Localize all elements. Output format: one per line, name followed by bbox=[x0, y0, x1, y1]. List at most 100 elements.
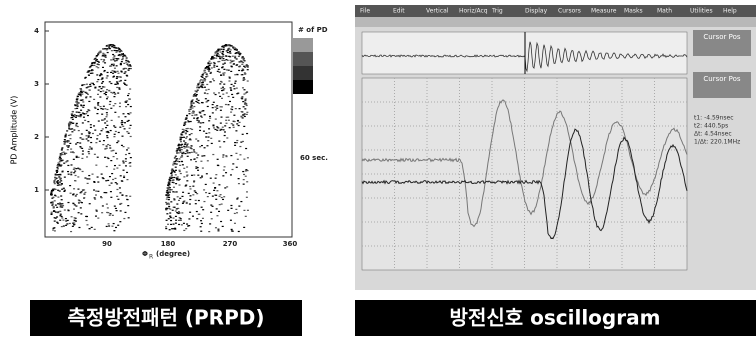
pd-dot bbox=[91, 65, 93, 66]
pd-dot bbox=[121, 180, 123, 181]
pd-dot bbox=[207, 196, 209, 197]
pd-dot bbox=[183, 230, 185, 231]
pd-dot bbox=[86, 111, 88, 112]
pd-dot bbox=[195, 161, 197, 162]
pd-dot bbox=[61, 189, 63, 190]
pd-dot bbox=[198, 122, 200, 123]
pd-dot bbox=[173, 198, 175, 199]
pd-dot bbox=[50, 214, 52, 215]
pd-dot bbox=[224, 131, 226, 132]
pd-dot bbox=[75, 195, 77, 196]
pd-dot bbox=[176, 203, 178, 204]
pd-dot bbox=[187, 156, 189, 157]
pd-dot bbox=[104, 192, 106, 193]
pd-dot bbox=[233, 63, 235, 64]
pd-dot bbox=[108, 225, 110, 226]
pd-dot bbox=[204, 87, 206, 88]
pd-dot bbox=[81, 202, 83, 203]
pd-dot bbox=[116, 48, 118, 49]
pd-dot bbox=[73, 129, 75, 130]
pd-dot bbox=[81, 94, 83, 95]
pd-dot bbox=[63, 225, 65, 226]
pd-dot bbox=[86, 138, 88, 139]
pd-dot bbox=[214, 129, 216, 130]
pd-dot bbox=[168, 184, 170, 185]
pd-dot bbox=[119, 165, 121, 166]
pd-dot bbox=[97, 61, 99, 62]
pd-dot bbox=[186, 171, 188, 172]
pd-dot bbox=[227, 210, 229, 211]
x-axis-unit: (degree) bbox=[156, 250, 190, 258]
pd-dot bbox=[85, 77, 87, 78]
pd-dot bbox=[169, 177, 171, 178]
pd-dot bbox=[188, 218, 190, 219]
duration: 60 sec. bbox=[300, 154, 328, 162]
pd-dot bbox=[215, 109, 217, 110]
pd-dot bbox=[99, 141, 101, 142]
y-tick-label: 2 bbox=[34, 133, 39, 141]
pd-dot bbox=[220, 123, 222, 124]
pd-dot bbox=[192, 194, 194, 195]
pd-dot bbox=[119, 54, 121, 55]
pd-dot bbox=[246, 91, 248, 92]
pd-dot bbox=[176, 179, 178, 180]
pd-dot bbox=[223, 129, 225, 130]
pd-dot bbox=[175, 160, 177, 161]
pd-dot bbox=[191, 105, 193, 106]
pd-dot bbox=[57, 190, 59, 191]
pd-dot bbox=[214, 53, 216, 54]
pd-dot bbox=[127, 113, 129, 114]
pd-dot bbox=[92, 174, 94, 175]
pd-dot bbox=[130, 125, 132, 126]
pd-dot bbox=[96, 81, 98, 82]
pd-dot bbox=[130, 136, 132, 137]
pd-dot bbox=[115, 52, 117, 53]
pd-dot bbox=[234, 213, 236, 214]
pd-dot bbox=[73, 172, 75, 173]
pd-dot bbox=[193, 181, 195, 182]
pd-dot bbox=[129, 64, 131, 65]
menu-item: Display bbox=[525, 8, 548, 15]
pd-dot bbox=[70, 134, 72, 135]
pd-dot bbox=[237, 197, 239, 198]
pd-dot bbox=[179, 149, 181, 150]
pd-dot bbox=[119, 127, 121, 128]
pd-dot bbox=[173, 199, 175, 200]
pd-dot bbox=[83, 198, 85, 199]
pd-dot bbox=[88, 151, 90, 152]
pd-dot bbox=[201, 145, 203, 146]
pd-dot bbox=[82, 84, 84, 85]
pd-dot bbox=[86, 135, 88, 136]
pd-dot bbox=[77, 142, 79, 143]
pd-dot bbox=[114, 127, 116, 128]
pd-dot bbox=[84, 177, 86, 178]
pd-dot bbox=[242, 101, 244, 102]
pd-dot bbox=[215, 199, 217, 200]
pd-dot bbox=[230, 174, 232, 175]
pd-dot bbox=[176, 208, 178, 209]
pd-dot bbox=[107, 137, 109, 138]
pd-dot bbox=[77, 96, 79, 97]
pd-dot bbox=[59, 161, 61, 162]
pd-dot bbox=[174, 228, 176, 229]
pd-dot bbox=[185, 119, 187, 120]
pd-dot bbox=[243, 184, 245, 185]
pd-dot bbox=[200, 231, 202, 232]
pd-dot bbox=[89, 203, 91, 204]
pd-dot bbox=[116, 158, 118, 159]
pd-dot bbox=[79, 116, 81, 117]
pd-dot bbox=[51, 205, 53, 206]
pd-dot bbox=[220, 194, 222, 195]
pd-dot bbox=[127, 205, 129, 206]
pd-dot bbox=[197, 102, 199, 103]
pd-dot bbox=[123, 218, 125, 219]
pd-dot bbox=[111, 182, 113, 183]
pd-dot bbox=[96, 55, 98, 56]
pd-dot bbox=[99, 86, 101, 87]
pd-dot bbox=[166, 220, 168, 221]
pd-dot bbox=[116, 78, 118, 79]
cursor-button-label: Cursor Pos bbox=[703, 33, 740, 41]
pd-dot bbox=[174, 207, 176, 208]
pd-dot bbox=[175, 183, 177, 184]
pd-dot bbox=[185, 228, 187, 229]
